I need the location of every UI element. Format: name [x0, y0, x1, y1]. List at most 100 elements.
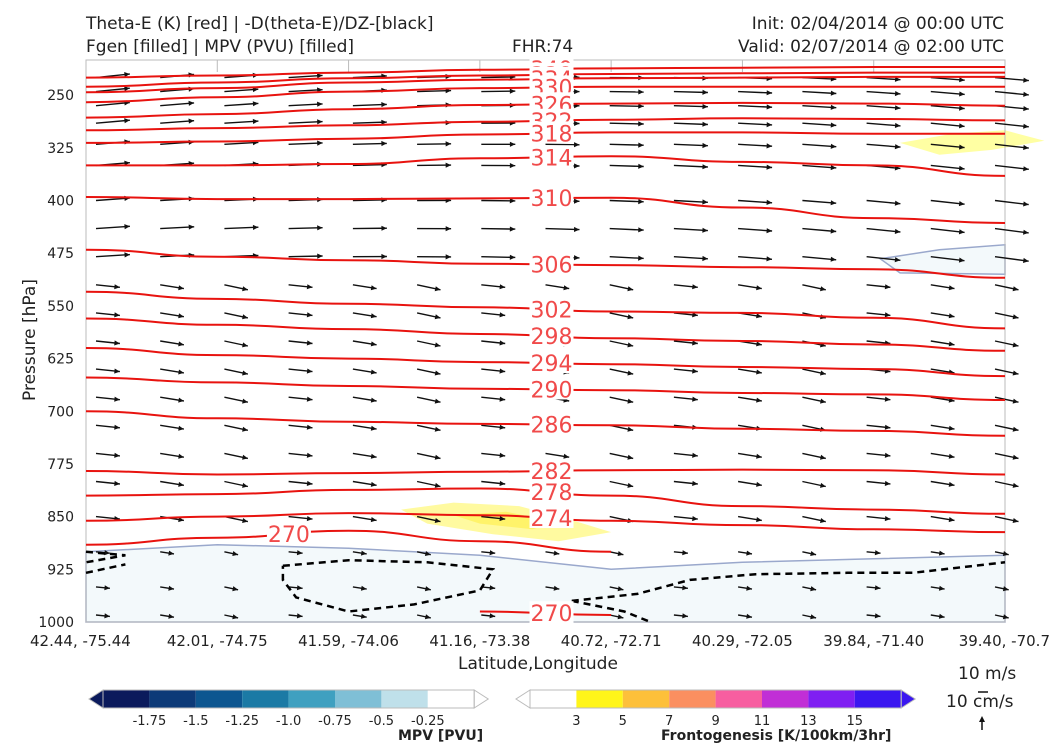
- y-tick-label: 700: [47, 404, 74, 420]
- wind-vector: [288, 103, 323, 107]
- chart-title-line1: Theta-E (K) [red] | -D(theta-E)/DZ-[blac…: [86, 14, 434, 34]
- wind-vector: [802, 105, 837, 109]
- wind-vector: [994, 90, 1029, 96]
- y-tick-label: 850: [47, 510, 74, 526]
- wind-vector-head: [884, 284, 891, 290]
- theta-e-label-bg: [529, 252, 574, 275]
- theta-e-label-bg: [529, 480, 574, 503]
- wind-vector: [609, 143, 644, 146]
- wind-vector-head: [178, 481, 184, 487]
- wind-vector-head: [874, 550, 881, 556]
- wind-vector-head: [766, 256, 772, 262]
- wind-vector-head: [948, 425, 955, 431]
- wind-vector-head: [370, 369, 377, 375]
- wind-vector-head: [682, 585, 688, 591]
- wind-vector-head: [178, 397, 184, 403]
- wind-vector-head: [894, 105, 901, 111]
- wind-vector-head: [124, 224, 130, 230]
- stability-contour-dashed: [571, 561, 1006, 603]
- wind-vector: [930, 256, 965, 262]
- wind-vector-head: [296, 613, 303, 619]
- wind-vector-head: [820, 286, 826, 292]
- wind-vector-head: [627, 342, 634, 348]
- wind-vector: [673, 256, 708, 260]
- wind-vector-head: [424, 614, 431, 620]
- wind-vector-head: [756, 453, 762, 459]
- theta-e-label: 314: [531, 146, 573, 171]
- wind-vector: [994, 143, 1029, 149]
- wind-vector: [417, 89, 452, 93]
- wind-vector: [352, 103, 387, 107]
- wind-vector-head: [1012, 286, 1019, 292]
- wind-vector: [288, 89, 323, 93]
- colorbar-segment: [576, 690, 623, 708]
- wind-vector-head: [242, 314, 248, 320]
- wind-vector-head: [574, 120, 580, 126]
- wind-vector-head: [114, 368, 120, 374]
- wind-vector: [160, 226, 195, 230]
- wind-vector-head: [499, 340, 506, 346]
- theta-e-label: 270: [268, 523, 310, 548]
- wind-vector-head: [509, 163, 516, 169]
- wind-vector-head: [617, 614, 624, 620]
- wind-vector-head: [766, 90, 773, 96]
- wind-vector-head: [499, 452, 506, 458]
- theta-e-label: 310: [531, 187, 573, 212]
- wind-vector-head: [702, 104, 708, 110]
- wind-vector-head: [499, 424, 506, 430]
- colorbar-tick-label: 13: [800, 714, 817, 729]
- colorbar-segment: [715, 690, 762, 708]
- wind-vector-head: [188, 100, 195, 106]
- wind-vector-head: [884, 452, 891, 458]
- wind-vector-head: [810, 551, 817, 556]
- wind-vector-head: [509, 198, 516, 204]
- wind-vector: [417, 143, 452, 145]
- wind-vector-head: [178, 453, 184, 459]
- wind-vector-head: [232, 614, 239, 620]
- wind-vector: [994, 76, 1029, 82]
- x-tick-label: 42.01, -74.75: [167, 632, 268, 650]
- wind-vector: [866, 90, 901, 95]
- x-tick-label: 40.72, -72.71: [561, 632, 662, 650]
- wind-vector-head: [509, 254, 516, 260]
- wind-vector-head: [360, 585, 367, 591]
- theta-e-label-bg: [529, 145, 574, 168]
- wind-vector-head: [830, 122, 837, 128]
- theta-e-label-bg: [529, 506, 574, 529]
- wind-vector-head: [574, 255, 580, 261]
- wind-vector-head: [306, 452, 313, 458]
- wind-vector: [802, 256, 837, 261]
- colorbar-tick-label: 7: [665, 714, 673, 729]
- wind-vector-head: [1002, 586, 1009, 592]
- wind-vector-head: [574, 226, 580, 232]
- wind-vector-head: [509, 88, 516, 94]
- wind-vector-head: [242, 342, 248, 348]
- colorbar-tick-label: 9: [711, 714, 719, 729]
- wind-vector: [994, 256, 1029, 262]
- wind-vector-head: [445, 226, 452, 232]
- wind-vector-head: [434, 286, 441, 292]
- wind-vector-head: [434, 370, 441, 376]
- wind-vector: [95, 225, 130, 230]
- wind-vector-head: [114, 452, 120, 458]
- wind-vector-head: [958, 165, 965, 171]
- wind-vector-head: [168, 613, 174, 619]
- wind-vector-head: [682, 613, 688, 619]
- y-tick-label: 550: [47, 299, 74, 315]
- wind-vector: [288, 255, 323, 258]
- wind-vector-head: [830, 104, 837, 110]
- wind-vector: [930, 76, 965, 81]
- theta-e-label-bg: [529, 297, 574, 320]
- wind-vector-head: [1023, 257, 1029, 263]
- wind-vector-head: [178, 285, 184, 291]
- wind-vector-head: [692, 340, 698, 346]
- wind-vector: [95, 87, 130, 93]
- wind-vector-head: [434, 454, 441, 460]
- y-tick-label: 475: [47, 246, 74, 262]
- wind-vector: [481, 256, 516, 259]
- y-tick-label: 925: [47, 562, 74, 578]
- theta-e-label: 274: [531, 507, 573, 532]
- theta-e-label: 278: [531, 481, 573, 506]
- valid-time: Valid: 02/07/2014 @ 02:00 UTC: [738, 37, 1004, 57]
- colorbar-tick-label: 11: [754, 714, 771, 729]
